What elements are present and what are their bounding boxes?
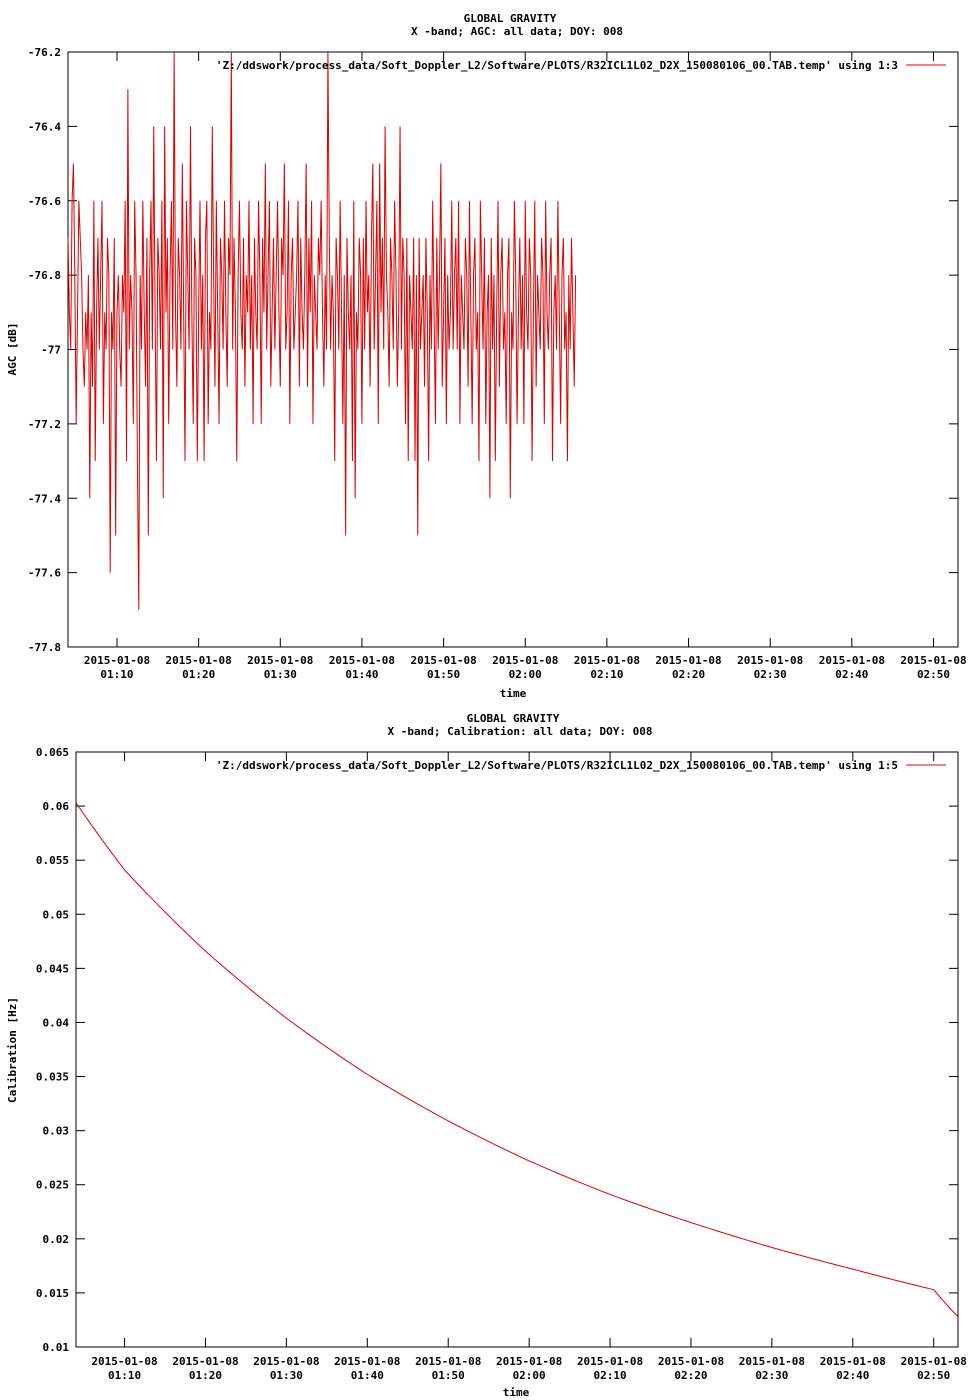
agc-x-tick-date: 2015-01-08 — [166, 654, 232, 667]
calibration-y-tick-label: 0.065 — [36, 746, 69, 759]
calibration-x-tick-date: 2015-01-08 — [253, 1355, 319, 1368]
calibration-y-tick-label: 0.035 — [36, 1071, 69, 1084]
calibration-x-tick-time: 01:20 — [189, 1369, 222, 1382]
calibration-x-tick-time: 02:20 — [674, 1369, 707, 1382]
calibration-x-tick-date: 2015-01-08 — [901, 1355, 967, 1368]
agc-x-tick-time: 02:10 — [590, 668, 623, 681]
calibration-plot-border — [75, 751, 959, 1348]
calibration-x-tick-time: 02:00 — [513, 1369, 546, 1382]
calibration-x-tick-time: 01:10 — [108, 1369, 141, 1382]
agc-y-tick-label: -76.8 — [28, 269, 61, 282]
agc-x-tick-time: 01:50 — [427, 668, 460, 681]
agc-y-tick-label: -77.6 — [28, 567, 61, 580]
agc-y-tick-label: -77 — [41, 344, 61, 357]
calibration-x-tick-date: 2015-01-08 — [658, 1355, 724, 1368]
calibration-plot-area: 0.065 0.06 0.055 0.05 0.045 0.04 0.035 0.03 0.02… — [36, 746, 967, 1382]
calibration-series-line — [75, 802, 959, 1318]
calibration-y-tick-label: 0.03 — [43, 1125, 70, 1138]
agc-y-tick-label: -77.8 — [28, 641, 61, 654]
calibration-y-tick-label: 0.025 — [36, 1179, 69, 1192]
calibration-x-tick-time: 01:40 — [351, 1369, 384, 1382]
agc-x-tick-time: 01:20 — [182, 668, 215, 681]
agc-x-tick-time: 02:20 — [672, 668, 705, 681]
agc-x-tick-date: 2015-01-08 — [655, 654, 721, 667]
agc-plot-area: -76.2 -76.4 -76.6 -76.8 -77 -77.2 -77.4 -77.6 -7… — [28, 46, 967, 681]
agc-x-tick-time: 01:40 — [345, 668, 378, 681]
agc-x-tick-time: 02:30 — [754, 668, 787, 681]
calibration-chart-title: GLOBAL GRAVITY — [467, 712, 560, 725]
agc-x-tick-date: 2015-01-08 — [737, 654, 803, 667]
calibration-chart: GLOBAL GRAVITY X -band; Calibration: all… — [6, 712, 967, 1399]
calibration-x-tick-time: 02:40 — [836, 1369, 869, 1382]
agc-y-tick-label: -76.2 — [28, 46, 61, 59]
calibration-x-tick-date: 2015-01-08 — [739, 1355, 805, 1368]
agc-y-tick-label: -77.2 — [28, 418, 61, 431]
calibration-x-tick-time: 02:30 — [755, 1369, 788, 1382]
agc-x-tick-time: 01:30 — [264, 668, 297, 681]
agc-series-line — [67, 51, 577, 610]
agc-x-tick-date: 2015-01-08 — [819, 654, 885, 667]
agc-x-tick-time: 02:40 — [835, 668, 868, 681]
agc-x-tick-time: 02:00 — [509, 668, 542, 681]
agc-legend-label: 'Z:/ddswork/process_data/Soft_Doppler_L2… — [216, 59, 898, 72]
agc-chart-subtitle: X -band; AGC: all data; DOY: 008 — [411, 25, 623, 38]
agc-x-tick-time: 02:50 — [917, 668, 950, 681]
calibration-x-tick-time: 02:10 — [593, 1369, 626, 1382]
agc-x-tick-date: 2015-01-08 — [574, 654, 640, 667]
calibration-y-tick-label: 0.01 — [43, 1341, 70, 1354]
calibration-x-tick-date: 2015-01-08 — [415, 1355, 481, 1368]
calibration-x-tick-date: 2015-01-08 — [577, 1355, 643, 1368]
agc-x-tick-date: 2015-01-08 — [329, 654, 395, 667]
calibration-y-axis-label: Calibration [Hz] — [6, 997, 19, 1103]
calibration-y-tick-label: 0.06 — [43, 800, 70, 813]
calibration-y-tick-label: 0.05 — [43, 908, 70, 921]
calibration-x-tick-date: 2015-01-08 — [496, 1355, 562, 1368]
calibration-x-tick-date: 2015-01-08 — [820, 1355, 886, 1368]
agc-x-tick-date: 2015-01-08 — [410, 654, 476, 667]
agc-chart: GLOBAL GRAVITY X -band; AGC: all data; D… — [6, 12, 967, 700]
calibration-y-tick-label: 0.04 — [43, 1016, 70, 1029]
calibration-x-tick-time: 01:50 — [432, 1369, 465, 1382]
agc-x-tick-date: 2015-01-08 — [84, 654, 150, 667]
agc-x-tick-date: 2015-01-08 — [900, 654, 966, 667]
agc-x-tick-time: 01:10 — [100, 668, 133, 681]
calibration-chart-subtitle: X -band; Calibration: all data; DOY: 008 — [388, 725, 653, 738]
agc-x-tick-date: 2015-01-08 — [492, 654, 558, 667]
agc-y-tick-label: -76.6 — [28, 195, 61, 208]
agc-x-tick-date: 2015-01-08 — [247, 654, 313, 667]
calibration-y-tick-label: 0.045 — [36, 962, 69, 975]
calibration-y-tick-label: 0.055 — [36, 854, 69, 867]
calibration-x-tick-time: 01:30 — [270, 1369, 303, 1382]
agc-y-tick-label: -77.4 — [28, 492, 61, 505]
calibration-legend-label: 'Z:/ddswork/process_data/Soft_Doppler_L2… — [216, 759, 898, 772]
agc-y-axis-label: AGC [dB] — [6, 323, 19, 376]
calibration-x-tick-date: 2015-01-08 — [172, 1355, 238, 1368]
calibration-x-tick-time: 02:50 — [917, 1369, 950, 1382]
calibration-x-axis-label: time — [503, 1386, 530, 1399]
agc-y-tick-label: -76.4 — [28, 120, 61, 133]
calibration-x-tick-date: 2015-01-08 — [334, 1355, 400, 1368]
calibration-y-tick-label: 0.02 — [43, 1233, 70, 1246]
calibration-x-tick-date: 2015-01-08 — [91, 1355, 157, 1368]
agc-x-axis-label: time — [500, 687, 527, 700]
agc-chart-title: GLOBAL GRAVITY — [464, 12, 557, 25]
calibration-y-tick-label: 0.015 — [36, 1287, 69, 1300]
